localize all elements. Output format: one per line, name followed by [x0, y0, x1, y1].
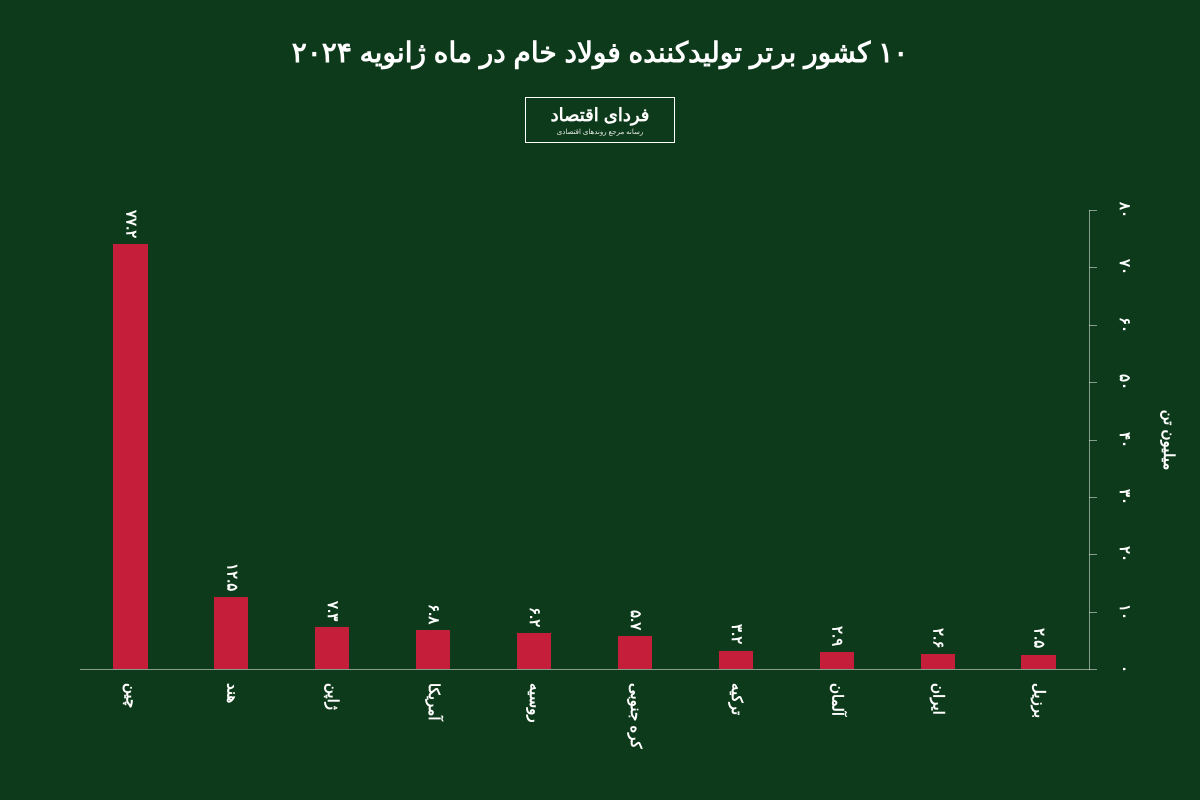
bar [618, 636, 652, 669]
bar-value-label: ۷.۳ [323, 601, 341, 621]
bar [517, 633, 551, 669]
bar-slot: ۲.۹آلمان [786, 210, 887, 669]
bars-container: ۷۷.۲چین۱۲.۵هند۷.۳ژاپن۶.۸آمریکا۶.۲روسیه۵.… [80, 210, 1089, 669]
y-tick-label: ۲۰ [1115, 546, 1133, 562]
x-category-label: آلمان [828, 683, 846, 716]
y-tick-label: ۰ [1115, 665, 1133, 673]
bar-slot: ۶.۲روسیه [484, 210, 585, 669]
bar [416, 630, 450, 669]
logo-sub: رسانه مرجع روندهای اقتصادی [536, 128, 664, 136]
x-category-label: ژاپن [323, 683, 341, 710]
bar [113, 244, 147, 669]
y-tick-label: ۶۰ [1115, 317, 1133, 333]
x-category-label: روسیه [525, 683, 543, 723]
y-tick-label: ۳۰ [1115, 489, 1133, 505]
bar [315, 627, 349, 669]
bar-slot: ۲.۶ایران [887, 210, 988, 669]
x-category-label: هند [222, 683, 240, 703]
y-tick [1089, 325, 1097, 326]
bar-value-label: ۶.۸ [424, 604, 442, 624]
bar-chart: میلیون تن ۰۱۰۲۰۳۰۴۰۵۰۶۰۷۰۸۰ ۷۷.۲چین۱۲.۵ه… [80, 210, 1090, 670]
bar-value-label: ۳.۲ [727, 624, 745, 644]
x-category-label: ترکیه [727, 683, 745, 715]
bar-value-label: ۶.۲ [525, 607, 543, 627]
bar-value-label: ۲.۵ [1030, 628, 1048, 648]
y-tick-label: ۸۰ [1115, 202, 1133, 218]
y-tick [1089, 382, 1097, 383]
y-tick [1089, 267, 1097, 268]
x-category-label: ایران [929, 683, 947, 715]
x-category-label: برزیل [1030, 683, 1048, 718]
bar [214, 597, 248, 669]
bar-slot: ۲.۵برزیل [988, 210, 1089, 669]
bar-slot: ۶.۸آمریکا [383, 210, 484, 669]
y-tick [1089, 497, 1097, 498]
y-tick [1089, 554, 1097, 555]
bar-slot: ۵.۷کره جنوبی [584, 210, 685, 669]
y-axis-title: میلیون تن [1159, 409, 1177, 470]
bar-value-label: ۷۷.۲ [121, 210, 139, 238]
bar [1021, 655, 1055, 669]
chart-title: ۱۰ کشور برتر تولیدکننده فولاد خام در ماه… [0, 0, 1200, 69]
y-tick-label: ۵۰ [1115, 374, 1133, 390]
bar-value-label: ۲.۹ [828, 626, 846, 646]
bar-value-label: ۱۲.۵ [222, 563, 240, 591]
y-tick-label: ۱۰ [1115, 604, 1133, 620]
y-tick [1089, 440, 1097, 441]
bar-slot: ۷.۳ژاپن [282, 210, 383, 669]
plot-area: میلیون تن ۰۱۰۲۰۳۰۴۰۵۰۶۰۷۰۸۰ ۷۷.۲چین۱۲.۵ه… [80, 210, 1090, 670]
logo-main: فردای اقتصاد [536, 106, 664, 124]
bar [921, 654, 955, 669]
bar-slot: ۳.۲ترکیه [685, 210, 786, 669]
y-tick-label: ۷۰ [1115, 259, 1133, 275]
y-tick [1089, 669, 1097, 670]
y-tick [1089, 612, 1097, 613]
bar [719, 651, 753, 669]
x-category-label: کره جنوبی [626, 683, 644, 749]
x-category-label: چین [121, 683, 139, 708]
y-tick-label: ۴۰ [1115, 431, 1133, 447]
bar-value-label: ۵.۷ [626, 610, 644, 630]
bar-slot: ۷۷.۲چین [80, 210, 181, 669]
bar [820, 652, 854, 669]
x-category-label: آمریکا [424, 683, 442, 721]
bar-value-label: ۲.۶ [929, 628, 947, 648]
logo-box: فردای اقتصاد رسانه مرجع روندهای اقتصادی [525, 97, 675, 143]
y-tick [1089, 210, 1097, 211]
bar-slot: ۱۲.۵هند [181, 210, 282, 669]
